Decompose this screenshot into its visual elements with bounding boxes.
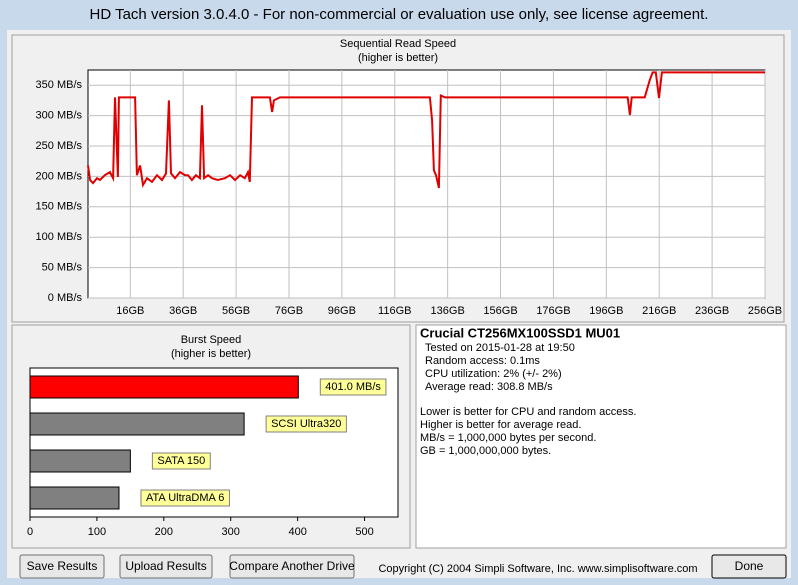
x-tick-label: 156GB	[483, 305, 517, 317]
button[interactable]	[711, 554, 787, 579]
y-tick-label: 0 MB/s	[48, 292, 83, 304]
bar	[29, 449, 131, 473]
bar-label-box	[140, 489, 230, 507]
window-title: HD Tach version 3.0.4.0 - For non-commer…	[90, 6, 709, 23]
x-tick-label: 176GB	[536, 305, 570, 317]
bar-label: SATA 150	[157, 455, 205, 467]
x-tick-label: 400	[288, 526, 306, 538]
info-note: Lower is better for CPU and random acces…	[420, 406, 636, 418]
x-tick-label: 256GB	[748, 305, 782, 317]
x-tick-label: 36GB	[169, 305, 197, 317]
bar	[29, 486, 120, 510]
chart-title: Sequential Read Speed	[340, 38, 456, 50]
y-tick-label: 200 MB/s	[36, 170, 83, 182]
read-plot	[87, 69, 766, 299]
x-tick-label: 116GB	[378, 305, 411, 317]
bar-label-box	[265, 415, 347, 433]
button[interactable]	[119, 554, 213, 579]
x-tick-label: 236GB	[695, 305, 729, 317]
info-line: Random access: 0.1ms	[425, 355, 540, 367]
chart-title: Burst Speed	[181, 334, 242, 346]
x-tick-label: 216GB	[642, 305, 676, 317]
x-tick-label: 136GB	[431, 305, 465, 317]
x-tick-label: 300	[222, 526, 240, 538]
info-note: Higher is better for average read.	[420, 419, 581, 431]
bar	[29, 412, 245, 436]
info-line: CPU utilization: 2% (+/- 2%)	[425, 368, 562, 380]
x-tick-label: 200	[155, 526, 173, 538]
y-tick-label: 150 MB/s	[36, 201, 83, 213]
info-line: Tested on 2015-01-28 at 19:50	[425, 342, 575, 354]
bar-label-box	[151, 452, 211, 470]
y-tick-label: 50 MB/s	[42, 262, 83, 274]
bar-label-box	[319, 378, 387, 396]
chart-subtitle: (higher is better)	[171, 348, 251, 360]
y-tick-label: 300 MB/s	[36, 110, 83, 122]
button-label[interactable]: Compare Another Drive	[229, 559, 355, 573]
button[interactable]	[19, 554, 105, 579]
y-tick-label: 250 MB/s	[36, 140, 83, 152]
bar-label: SCSI Ultra320	[271, 418, 341, 430]
x-tick-label: 196GB	[589, 305, 623, 317]
x-tick-label: 500	[355, 526, 373, 538]
x-tick-label: 56GB	[222, 305, 250, 317]
x-tick-label: 0	[27, 526, 33, 538]
info-panel	[415, 324, 787, 549]
bar-label: 401.0 MB/s	[325, 381, 381, 393]
x-tick-label: 100	[88, 526, 106, 538]
info-line: Average read: 308.8 MB/s	[425, 381, 553, 393]
x-tick-label: 96GB	[328, 305, 356, 317]
button-label[interactable]: Done	[735, 559, 764, 573]
x-tick-label: 76GB	[275, 305, 303, 317]
button[interactable]	[229, 554, 355, 579]
drive-name: Crucial CT256MX100SSD1 MU01	[420, 325, 620, 340]
read-line	[87, 71, 765, 189]
bar	[29, 375, 299, 399]
y-tick-label: 350 MB/s	[36, 79, 83, 91]
button-label[interactable]: Save Results	[27, 559, 98, 573]
button-label[interactable]: Upload Results	[125, 559, 206, 573]
y-tick-label: 100 MB/s	[36, 231, 83, 243]
info-note: GB = 1,000,000,000 bytes.	[420, 445, 551, 457]
x-tick-label: 16GB	[116, 305, 144, 317]
chart-subtitle: (higher is better)	[358, 52, 438, 64]
copyright: Copyright (C) 2004 Simpli Software, Inc.…	[378, 563, 697, 575]
info-note: MB/s = 1,000,000 bytes per second.	[420, 432, 596, 444]
bar-label: ATA UltraDMA 6	[146, 492, 224, 504]
